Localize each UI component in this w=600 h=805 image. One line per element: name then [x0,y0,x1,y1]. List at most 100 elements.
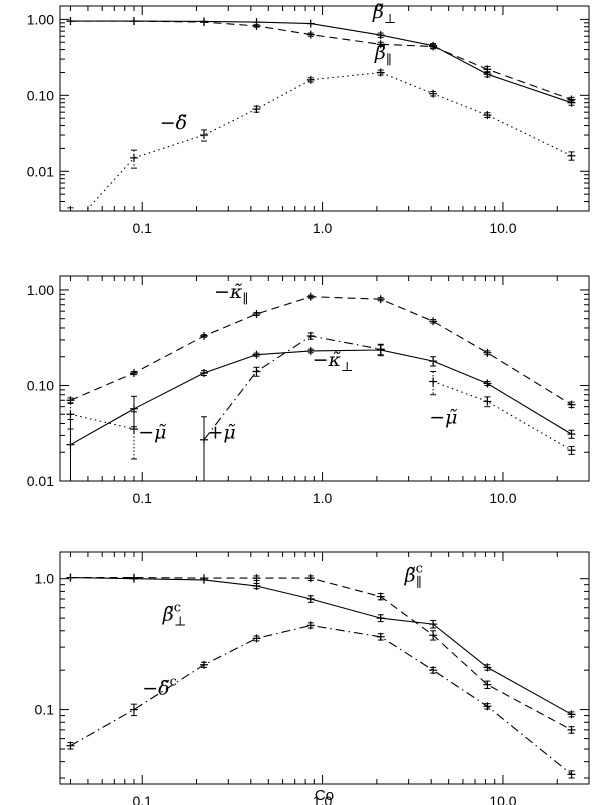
series-line [70,577,572,731]
data-point [306,621,315,630]
series-line [70,20,572,101]
x-tick-label: 1.0 [313,793,333,805]
panel-1: 0.1 1.0 10.0 0.01 0.10 1.00 β̃⊥ β̃∥ −δ̃ [27,1,590,236]
y-axis-ticks [60,289,589,482]
series-group [66,17,576,211]
data-point [483,702,492,711]
data-point [252,105,261,114]
panel-2: 0.1 1.0 10.0 0.01 0.10 1.00 −κ̃∥ −κ̃⊥ −μ̃ +μ̃ −μ̃ [27,275,590,506]
series-line [203,335,381,441]
data-point [483,111,492,120]
data-point [199,660,208,669]
data-point [66,419,75,481]
plot-frame [59,551,590,785]
data-point [376,632,385,641]
data-point [129,573,138,582]
data-point [429,666,438,675]
data-point [483,663,492,672]
data-point [252,21,261,30]
data-point [252,634,261,643]
data-point [483,379,492,388]
series-line [70,624,572,775]
data-point [252,350,261,359]
data-point [429,371,438,396]
plot-frame [59,5,590,212]
data-point [252,366,261,377]
data-point [66,396,75,405]
y-tick-label: 0.10 [27,87,54,103]
series-line [70,413,135,430]
data-point [567,445,576,455]
data-point [199,18,208,27]
data-point [129,369,138,378]
curve-label: β̃c ∥ [404,562,423,591]
curve-label: β̃∥ [374,42,392,68]
x-tick-label: 10.0 [489,490,516,506]
x-axis-label: Co [315,787,334,804]
data-point [429,619,438,629]
data-point [306,30,315,39]
y-axis-ticks [60,578,589,779]
y-tick-label: 0.10 [27,377,54,393]
data-point [376,31,385,40]
data-point [66,573,75,582]
data-point [429,317,438,326]
y-tick-label: 1.0 [35,571,55,587]
data-point [199,369,208,378]
data-point [66,402,75,430]
data-point [429,89,438,98]
data-point [429,630,438,641]
series-group [66,573,576,779]
data-point [66,741,75,750]
x-tick-label: 1.0 [313,220,333,236]
data-point [429,42,438,51]
data-point [199,574,208,583]
data-point [129,17,138,26]
data-point [483,348,492,357]
y-tick-label: 0.01 [27,163,54,179]
data-point [429,356,438,367]
y-axis-ticks [60,18,589,212]
data-point [306,594,315,603]
data-point [483,65,492,74]
data-point [306,292,315,301]
data-point [129,149,138,169]
data-point [483,680,492,689]
data-point [306,574,315,583]
curve-label: −δ̃ [160,112,187,134]
data-point [567,725,576,734]
data-point [567,95,576,104]
series-line [70,20,572,104]
data-point [306,75,315,84]
x-tick-label: 10.0 [489,220,516,236]
data-point [376,343,385,356]
y-tick-label: 0.1 [35,702,55,718]
data-point [567,710,576,719]
data-point [306,19,315,28]
curve-label: −δ̃c [142,675,177,700]
data-point [129,411,138,460]
data-point [199,129,208,142]
data-point [306,346,315,355]
data-point [567,429,576,439]
plot-frame [59,275,590,482]
curve-label: β̃c ⊥ [162,600,187,629]
curve-label: β̃⊥ [372,1,396,27]
series-line [85,71,572,211]
x-axis-ticks [69,6,590,211]
data-point [376,614,385,623]
data-point [199,331,208,340]
x-tick-label: 0.1 [132,793,152,805]
curve-label: −κ̃∥ [214,281,248,307]
x-tick-label: 0.1 [132,490,152,506]
curve-label: −κ̃⊥ [313,349,354,375]
x-axis-ticks [69,276,590,481]
data-point [252,581,261,590]
data-point [483,396,492,408]
curve-label: −μ̃ [138,421,166,443]
x-axis-ticks [69,552,590,784]
data-point [376,295,385,304]
data-point [252,310,261,319]
